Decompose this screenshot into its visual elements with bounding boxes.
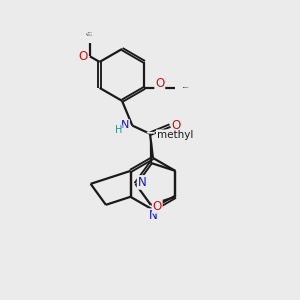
Text: methoxy: methoxy bbox=[87, 35, 93, 36]
Text: O: O bbox=[79, 51, 88, 61]
Text: methoxy: methoxy bbox=[183, 87, 189, 88]
Text: methoxy: methoxy bbox=[183, 87, 189, 88]
Text: O: O bbox=[78, 50, 87, 63]
Text: N: N bbox=[138, 176, 146, 189]
Text: O: O bbox=[153, 200, 162, 213]
Text: methyl_iso: methyl_iso bbox=[147, 132, 154, 134]
Text: N: N bbox=[148, 209, 157, 222]
Text: methyl: methyl bbox=[86, 34, 91, 35]
Text: O: O bbox=[172, 119, 181, 132]
Text: methyl: methyl bbox=[87, 34, 92, 35]
Text: H: H bbox=[115, 125, 122, 135]
Text: N: N bbox=[121, 120, 129, 130]
Text: methyl: methyl bbox=[87, 32, 92, 33]
Text: methyl: methyl bbox=[86, 33, 91, 34]
Text: O: O bbox=[155, 77, 164, 90]
Text: methyl: methyl bbox=[157, 130, 193, 140]
